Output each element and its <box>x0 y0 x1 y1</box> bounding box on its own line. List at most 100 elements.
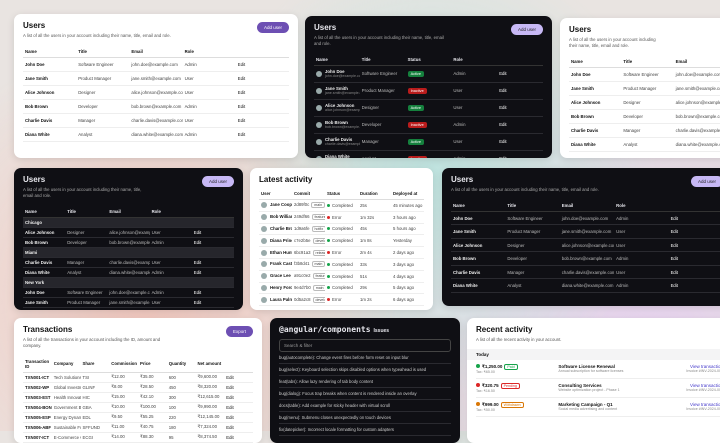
table-cell: Admin <box>149 287 192 298</box>
activity-row: ₹999.00 Withdrawn Tax: ₹50.00 Marketing Cam… <box>476 398 720 417</box>
avatar <box>261 202 267 209</box>
cell-text: Energy Dynamics LLC <box>53 414 81 420</box>
table-cell: TXN004-BON <box>23 402 52 413</box>
primary-button[interactable]: Add user <box>201 176 234 187</box>
issue-item[interactable]: feat(tabs): Allow lazy rendering of tab … <box>279 376 451 388</box>
cell-text: Software Engineer <box>361 71 398 77</box>
issue-item[interactable]: docs(table): Add example for sticky head… <box>279 400 451 412</box>
table-cell: 6 days ago <box>391 293 424 307</box>
cell-text: ₹55.25 <box>140 414 154 420</box>
table-cell: Alice Johnson <box>451 238 506 253</box>
edit-link[interactable]: Edit <box>237 75 246 81</box>
data-table: Transaction ID Company Share Commission Pric… <box>23 355 253 443</box>
edit-link[interactable]: Edit <box>193 269 202 275</box>
table-cell: Analyst <box>359 150 406 158</box>
edit-link[interactable]: Edit <box>226 434 234 440</box>
edit-link[interactable]: Edit <box>237 61 246 67</box>
table-cell: Charlie Davis <box>23 257 66 268</box>
edit-link[interactable]: Edit <box>499 156 506 158</box>
avatar <box>261 214 267 221</box>
table-row: Bob Williams249df66feature/auth Error 1m 3… <box>259 211 424 224</box>
issue-item[interactable]: fix(datepicker): Incorrect locale format… <box>279 424 451 436</box>
table-row: Bob Brown Developer bob.brown@example.comA… <box>23 237 234 248</box>
table-row: Jane Smith Product Manager jane.smith@exam… <box>23 297 234 308</box>
edit-link[interactable]: Edit <box>237 89 246 95</box>
edit-link[interactable]: Edit <box>193 289 202 295</box>
issue-item[interactable]: bug(dialog): Focus trap breaks when cont… <box>279 388 451 400</box>
table-cell: Software Engineer <box>505 211 560 226</box>
view-link[interactable]: View transaction <box>690 363 720 369</box>
edit-link[interactable]: Edit <box>670 229 678 235</box>
edit-link[interactable]: Edit <box>226 374 234 380</box>
edit-link[interactable]: Edit <box>237 117 246 123</box>
invoice-number: Invoice #INV-2024-003 <box>686 406 720 411</box>
edit-link[interactable]: Edit <box>499 139 507 145</box>
edit-link[interactable]: Edit <box>670 242 678 248</box>
column-header: Share <box>80 355 110 373</box>
cell-text: Designer <box>507 242 525 248</box>
edit-link[interactable]: Edit <box>226 404 234 410</box>
table-cell: TXN007-ICT <box>23 432 52 443</box>
primary-button[interactable]: Add user <box>256 22 289 33</box>
table-head: Transaction ID Company Share Commission Pric… <box>23 355 253 373</box>
group-cell: Miami <box>23 247 234 258</box>
cell-text: Designer <box>623 99 641 105</box>
cell-text: 29s <box>360 285 367 291</box>
primary-button[interactable]: Add user <box>690 176 720 187</box>
edit-link[interactable]: Edit <box>226 394 234 400</box>
view-link[interactable]: View transaction <box>690 382 720 388</box>
edit-link[interactable]: Edit <box>499 122 507 128</box>
edit-link[interactable]: Edit <box>193 299 202 305</box>
edit-link[interactable]: Edit <box>670 269 678 275</box>
primary-button[interactable]: Export <box>225 326 253 337</box>
card-title: Transactions <box>23 325 73 334</box>
table-cell: Edit <box>668 238 720 253</box>
view-link[interactable]: View transaction <box>690 401 720 407</box>
user-email: jane.smith@example.com <box>325 91 360 96</box>
branch-tag: develop <box>312 296 325 303</box>
issue-item[interactable]: bug(select): Keyboard selection skips di… <box>279 364 451 376</box>
edit-link[interactable]: Edit <box>226 424 234 430</box>
issue-item[interactable]: bug(autocomplete): Change event fires be… <box>279 352 451 364</box>
edit-link[interactable]: Edit <box>499 105 507 111</box>
table-cell: Edit <box>224 392 253 403</box>
table-cell: Product Manager <box>621 81 674 96</box>
edit-link[interactable]: Edit <box>193 259 202 265</box>
table-row: Diana White Analyst diana.white@example.co… <box>23 267 234 278</box>
edit-link[interactable]: Edit <box>237 131 246 137</box>
cell-text: Analyst <box>507 283 522 289</box>
primary-button[interactable]: Add user <box>510 24 543 35</box>
cell-text: 2m 4s <box>360 250 372 256</box>
edit-link[interactable]: Edit <box>670 283 678 289</box>
table-cell: ₹8,374.50 <box>195 432 225 443</box>
table-cell: Edit <box>497 99 543 117</box>
issue-item[interactable]: bug(menu): Submenu closes unexpectedly o… <box>279 412 451 424</box>
table-cell: Jane Cooper <box>259 199 292 212</box>
edit-link[interactable]: Edit <box>226 414 234 420</box>
table-cell: ₹12.00 <box>109 372 138 383</box>
edit-link[interactable]: Edit <box>499 71 507 77</box>
description-col: Marketing Campaign - Q1 Social media adve… <box>558 402 640 412</box>
table-cell: Alice Johnson <box>23 227 66 238</box>
table-cell: TXN002-WP <box>23 382 52 393</box>
card-description: A list of all the users in your account … <box>23 33 171 38</box>
table-cell: Diana White <box>23 127 77 142</box>
cell-text: ₹35.00 <box>140 374 154 380</box>
cell-text: TXN006-ABF <box>25 424 52 430</box>
cell-text: Sustainable Future Fund <box>53 424 81 430</box>
amount-col: ₹320.75 Pending Tax: ₹16.50 <box>476 382 558 393</box>
edit-link[interactable]: Edit <box>193 239 202 245</box>
table-cell: TXN003-EST <box>23 392 52 403</box>
edit-link[interactable]: Edit <box>237 103 246 109</box>
edit-link[interactable]: Edit <box>670 215 678 221</box>
edit-link[interactable]: Edit <box>499 88 507 94</box>
cell-text: Diana White <box>25 131 50 137</box>
status-badge: Pending <box>500 382 520 389</box>
table-row: Alice Johnson Designer alice.johnson@examp… <box>23 227 234 238</box>
search-input[interactable]: Search & filter <box>279 339 451 352</box>
edit-link[interactable]: Edit <box>193 229 202 235</box>
edit-link[interactable]: Edit <box>226 384 234 390</box>
table-cell: ₹55.25 <box>138 412 167 423</box>
edit-link[interactable]: Edit <box>670 256 678 262</box>
